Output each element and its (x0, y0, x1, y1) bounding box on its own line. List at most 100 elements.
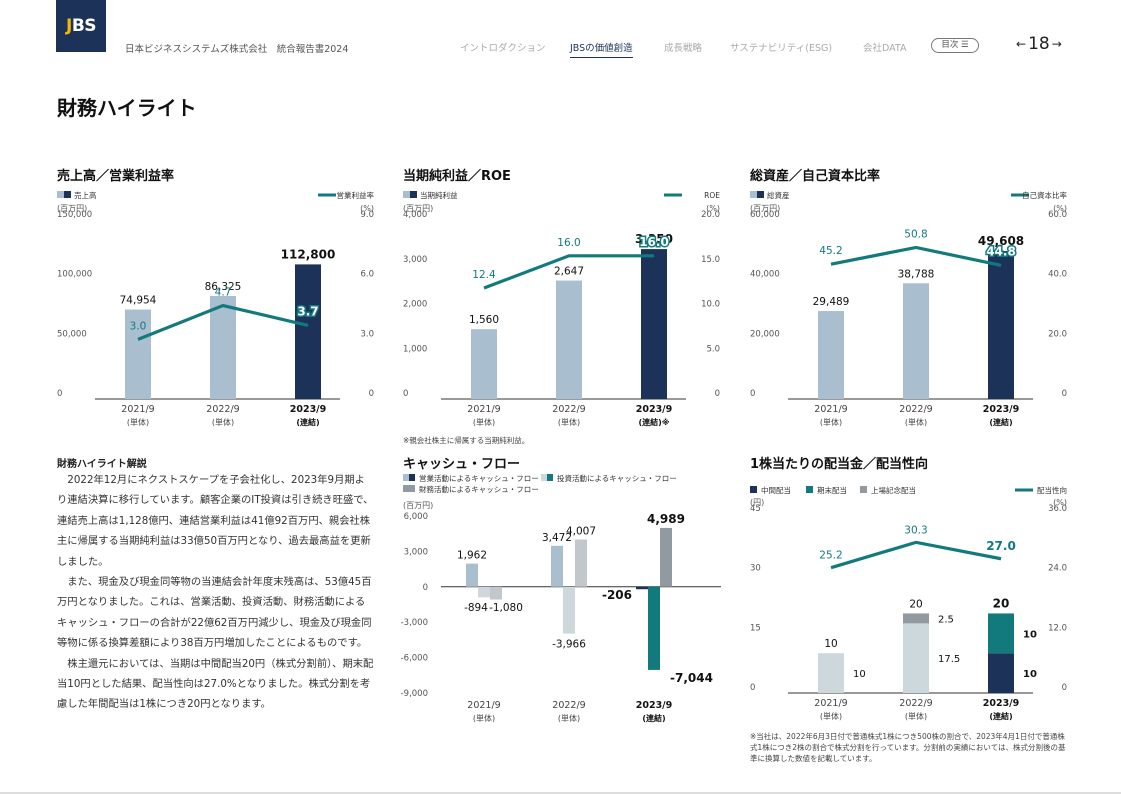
y-tick-label: 1,000 (403, 344, 427, 354)
x-tick-sublabel: (連結) (296, 417, 319, 427)
y-tick-label: 20,000 (750, 329, 780, 339)
bar-value-label: 3,350 (635, 232, 673, 246)
line-value-label: 16.0 (557, 237, 580, 249)
page-title: 財務ハイライト (57, 96, 197, 120)
dividend-chart: 中間配当 期末配当 上場記念配当 配当性向 (円) (%) 0 15 30 45 0 12.0 24.0… (750, 485, 1067, 721)
sales-chart-title: 売上高／営業利益率 (57, 169, 175, 184)
y2-tick-label: 24.0 (1048, 564, 1067, 574)
bar-segment (818, 653, 844, 693)
explanation-title: 財務ハイライト解説 (57, 459, 147, 470)
bar-total-label: 10 (824, 638, 837, 650)
legend-label: 投資活動によるキャッシュ・フロー (557, 473, 677, 483)
line-value-label: 50.8 (904, 228, 927, 240)
y-tick-label: 0 (403, 389, 408, 399)
bar-value-label: 10 (1023, 629, 1037, 640)
y-tick-label: 6,000 (404, 512, 428, 522)
x-tick-label: 2023/9 (983, 698, 1020, 709)
bar (988, 251, 1014, 399)
bar (478, 586, 490, 598)
page-number: 18 (1028, 34, 1050, 54)
assets-chart-title: 総資産／自己資本比率 (750, 169, 881, 184)
legend-label: 当期純利益 (420, 190, 458, 200)
legend-label: 営業利益率 (337, 190, 375, 200)
bar-value-label: 38,788 (898, 268, 935, 280)
bar-value-label: -894 (464, 602, 488, 614)
nav-growth-strategy[interactable]: 成長戦略 (664, 43, 703, 54)
legend-swatch (403, 485, 409, 492)
x-tick-label: 2021/9 (814, 404, 847, 415)
bar (818, 311, 844, 399)
bar-value-label: 4,007 (566, 526, 596, 538)
net-income-note: ※親会社株主に帰属する当期純利益。 (403, 436, 530, 445)
bar (660, 527, 672, 587)
legend-swatch (860, 486, 867, 493)
legend-swatch (403, 474, 409, 481)
y-tick-label: 60,000 (750, 210, 780, 220)
y-tick-label: 4,000 (403, 210, 427, 220)
x-tick-label: 2022/9 (899, 404, 932, 415)
line-value-label: 44.8 (986, 244, 1016, 258)
cashflow-chart: 営業活動によるキャッシュ・フロー 投資活動によるキャッシュ・フロー財務活動によるキ… (401, 473, 721, 723)
y-tick-label: 0 (423, 583, 428, 593)
legend-swatch (547, 474, 553, 481)
legend-swatch (750, 191, 757, 198)
x-tick-sublabel: (連結) (642, 713, 665, 723)
nav-value-creation[interactable]: JBSの価値創造 (570, 40, 633, 58)
bar-value-label: 4,989 (647, 512, 685, 526)
y2-tick-label: 0 (1062, 683, 1067, 693)
explanation-body: 2022年12月にネクストスケープを子会社化し、2023年9月期より連結決算に移… (57, 470, 375, 715)
legend-swatch (57, 191, 64, 198)
y2-tick-label: 15.0 (701, 255, 720, 265)
x-tick-sublabel: (単体) (558, 417, 580, 427)
y2-tick-label: 5.0 (706, 344, 720, 354)
x-tick-label: 2021/9 (467, 700, 500, 711)
x-tick-label: 2021/9 (467, 404, 500, 415)
bar-value-label: 3,472 (542, 532, 572, 544)
dividend-note: ※当社は、2022年6月3日付で普通株式1株につき500株の割合で、2023年4… (750, 732, 1066, 763)
y2-tick-label: 9.0 (360, 210, 374, 220)
y-unit-label: (百万円) (57, 204, 87, 213)
line-series (830, 245, 1002, 267)
footer-divider (0, 792, 1121, 794)
x-tick-sublabel: (単体) (820, 417, 842, 427)
bar (563, 586, 575, 634)
bar (575, 539, 587, 587)
line-value-label: 45.2 (819, 245, 842, 257)
legend-swatch (750, 486, 757, 493)
legend-label: 自己資本比率 (1022, 190, 1067, 200)
legend-label: 財務活動によるキャッシュ・フロー (419, 484, 539, 494)
x-tick-label: 2023/9 (983, 404, 1020, 415)
x-tick-sublabel: (単体) (905, 417, 927, 427)
line-value-label: 27.0 (986, 539, 1016, 553)
y-tick-label: 150,000 (57, 210, 92, 220)
legend-swatch (64, 191, 71, 198)
dividend-chart-title: 1株当たりの配当金／配当性向 (750, 457, 929, 472)
x-tick-label: 2022/9 (899, 698, 932, 709)
y2-tick-label: 3.0 (360, 329, 374, 339)
net-income-chart: 当期純利益 ROE (百万円) (%) 0 1,000 2,000 3,000 4,000 0 5.… (403, 190, 720, 427)
legend-swatch (806, 486, 813, 493)
line-value-label: 16.0 (639, 235, 669, 249)
nav-company-data[interactable]: 会社DATA (863, 43, 907, 54)
bar (551, 545, 563, 587)
y-tick-label: 3,000 (404, 547, 428, 557)
y-unit-label: (百万円) (750, 204, 780, 213)
legend-label: 期末配当 (817, 485, 847, 495)
legend-label: 総資産 (767, 190, 790, 200)
legend-swatch (757, 191, 764, 198)
x-tick-sublabel: (単体) (127, 417, 149, 427)
nav-sustainability[interactable]: サステナビリティ(ESG) (730, 43, 833, 54)
line-value-label: 12.4 (472, 269, 496, 281)
next-page-arrow-icon[interactable]: → (1051, 37, 1062, 51)
legend-label: 営業活動によるキャッシュ・フロー (419, 473, 539, 483)
toc-button[interactable]: 目次 ☰ (931, 38, 979, 53)
bar-value-label: -7,044 (670, 671, 713, 685)
legend-swatch (409, 485, 415, 492)
y2-tick-label: 0 (369, 389, 374, 399)
prev-page-arrow-icon[interactable]: ← (1016, 37, 1027, 51)
sales-chart: 売上高 営業利益率 (百万円) (%) 0 50,000 100,000 150,000 0 3.… (57, 190, 375, 427)
bar-value-label: 49,608 (978, 234, 1024, 248)
bar-value-label: 2.5 (938, 614, 954, 625)
nav-intro[interactable]: イントロダクション (460, 43, 546, 54)
jbs-logo[interactable]: J BS (56, 0, 106, 52)
